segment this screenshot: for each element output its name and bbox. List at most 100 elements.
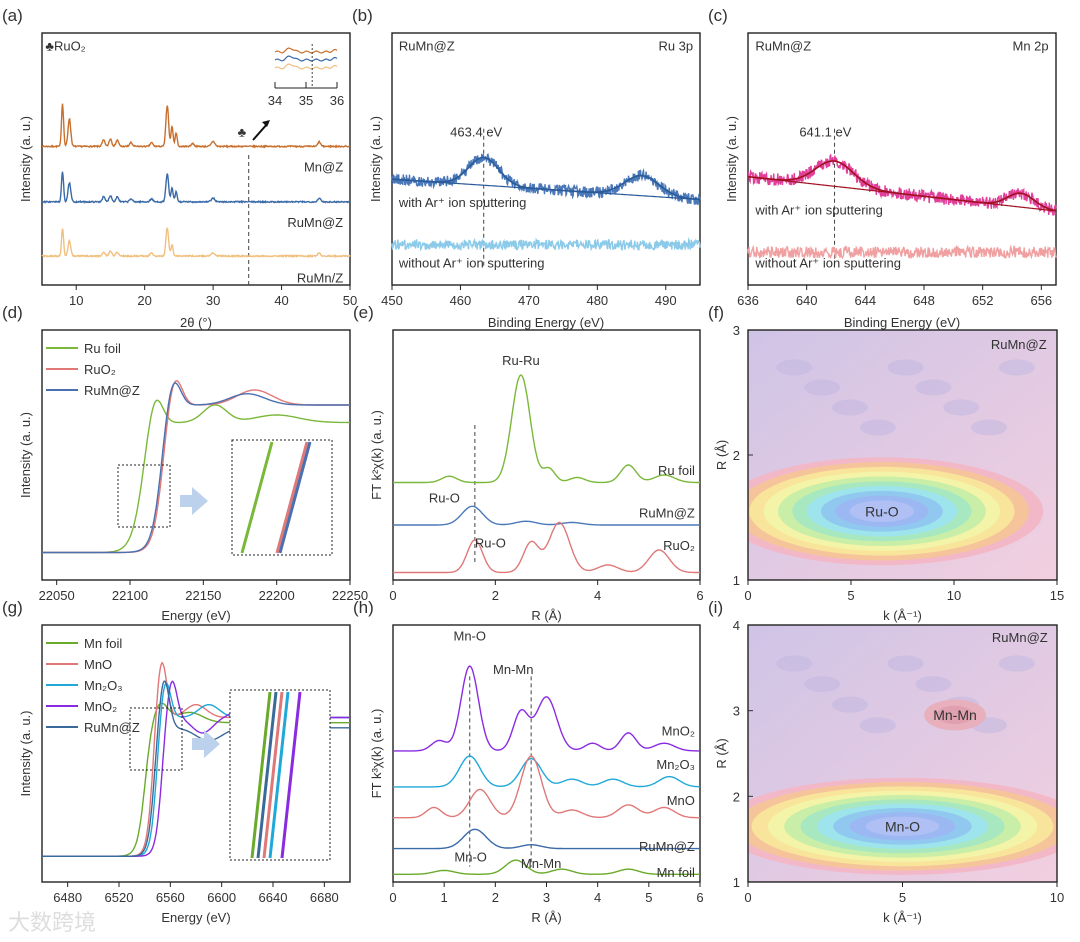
x-tick-label: 656: [1030, 293, 1052, 308]
panel-c: (c) 636 640 644 648 652 656 Binding Energy (eV)…: [708, 6, 1057, 330]
x-tick-label: 0: [744, 588, 751, 603]
annotation-label: Ru-Ru: [502, 353, 540, 368]
legend-label: MnO₂: [84, 699, 117, 714]
contour-minimum: [859, 717, 896, 734]
annotation-label: RuMn@Z: [639, 839, 695, 854]
legend-label: RuO₂: [84, 362, 116, 377]
y-axis-title: Intensity (a. u.): [18, 412, 33, 498]
plot-frame: [747, 32, 1057, 286]
x-tick-label: 10: [1050, 890, 1064, 905]
x-tick-label: 10: [69, 293, 83, 308]
arrow-icon: [180, 487, 208, 515]
annotation-label: RuMn@Z: [992, 630, 1048, 645]
zoom-line: [250, 691, 272, 859]
series-background: [392, 178, 701, 201]
y-tick-label: 4: [733, 618, 740, 633]
x-axis-title: Energy (eV): [161, 910, 230, 925]
legend-label: Mn₂O₃: [84, 678, 123, 693]
contour-minimum: [998, 655, 1035, 672]
y-tick-label: 3: [733, 704, 740, 719]
zoom-region-box: [117, 464, 171, 528]
panel-h: (h) 0 1 2 3 4 5 6 R (Å) FT k³χ(k) (a. u.) Mn-O Mn-M…: [353, 598, 704, 925]
zoom-line: [275, 441, 309, 554]
x-tick-label: 6: [696, 890, 703, 905]
contour-minimum: [804, 379, 841, 396]
series-rumn-z: [41, 171, 351, 204]
series-with-ar-ion-sputtering-data-: [391, 152, 701, 206]
annotation-label: Mn 2p: [1013, 39, 1049, 54]
plot-frame: [391, 32, 701, 286]
contour-minimum: [998, 359, 1035, 376]
inset-curve: [274, 55, 338, 62]
x-tick-label: 644: [854, 293, 876, 308]
panel-b: (b) 450 460 470 480 490 Binding Energy (eV) Int…: [352, 6, 701, 330]
x-tick-label: 4: [594, 890, 601, 905]
y-tick-label: 1: [733, 875, 740, 890]
series-rumn-z: [393, 828, 700, 850]
x-tick-label: 640: [796, 293, 818, 308]
x-tick-label: 0: [389, 890, 396, 905]
y-axis-title: R (Å): [714, 440, 729, 470]
annotation-label: RuMn/Z: [297, 270, 343, 285]
inset-tick-label: 34: [268, 93, 282, 108]
inset-tick-label: 36: [330, 93, 344, 108]
annotation-label: Ru 3p: [658, 39, 693, 54]
x-tick-label: 22100: [112, 588, 148, 603]
annotation-label: RuMn@Z: [639, 506, 695, 521]
x-tick-label: 5: [899, 890, 906, 905]
annotation-label: RuMn@Z: [991, 337, 1047, 352]
series-rumn-z: [42, 382, 350, 554]
series-with-ar-ion-sputtering-data-: [747, 153, 1057, 216]
y-axis-title: Intensity (a. u.): [18, 116, 33, 202]
x-tick-label: 6640: [259, 890, 288, 905]
zoom-line: [240, 441, 274, 554]
annotation-label: with Ar⁺ ion sputtering: [754, 202, 883, 217]
x-axis-title: R (Å): [531, 608, 561, 623]
plot-frame: [41, 329, 351, 581]
x-tick-label: 450: [381, 293, 403, 308]
x-tick-label: 460: [450, 293, 472, 308]
annotation-label: MnO₂: [662, 724, 695, 739]
x-tick-label: 2: [492, 890, 499, 905]
y-axis-title: FT k³χ(k) (a. u.): [369, 709, 384, 799]
zoom-line: [280, 691, 302, 859]
watermark: 大数跨境: [8, 911, 97, 936]
x-tick-label: 22200: [259, 588, 295, 603]
panel-letter: (h): [353, 598, 374, 617]
panel-letter: (g): [2, 598, 23, 617]
contour-minimum: [887, 359, 924, 376]
series-mn-foil: [393, 859, 700, 875]
arrow-icon: [252, 122, 269, 141]
inset-tick-label: 35: [299, 93, 313, 108]
contour-minimum: [804, 676, 841, 693]
legend-label: Mn foil: [84, 636, 122, 651]
series-ru-foil: [393, 374, 700, 484]
legend-label: RuMn@Z: [84, 720, 140, 735]
x-tick-label: 15: [1050, 588, 1064, 603]
contour-peak: [936, 705, 974, 725]
plot-frame: [41, 624, 351, 883]
peak-label: Ru-O: [865, 503, 899, 519]
annotation-label: Mn-O: [454, 628, 487, 643]
zoom-line: [262, 691, 284, 859]
x-axis-title: Binding Energy (eV): [844, 315, 960, 330]
y-axis-title: Intensity (a. u.): [18, 711, 33, 797]
x-tick-label: 636: [737, 293, 759, 308]
annotation-label: without Ar⁺ ion sputtering: [754, 255, 901, 270]
x-tick-label: 470: [518, 293, 540, 308]
x-tick-label: 1: [441, 890, 448, 905]
x-tick-label: 30: [206, 293, 220, 308]
plot-frame: [747, 329, 1058, 581]
contour-level: [849, 500, 915, 523]
panel-letter: (d): [2, 303, 23, 322]
panel-g: (g) 6480 6520 6560 6600 6640 6680 Energy (eV) In…: [2, 598, 351, 925]
annotation-label: MnO: [667, 793, 695, 808]
x-tick-label: 20: [137, 293, 151, 308]
x-tick-label: 0: [744, 890, 751, 905]
x-tick-label: 4: [594, 588, 601, 603]
annotation-label: 463.4 eV: [450, 124, 502, 139]
panel-letter: (c): [708, 6, 728, 25]
inset-curve: [274, 47, 338, 54]
arrow-head-icon: [262, 120, 270, 127]
